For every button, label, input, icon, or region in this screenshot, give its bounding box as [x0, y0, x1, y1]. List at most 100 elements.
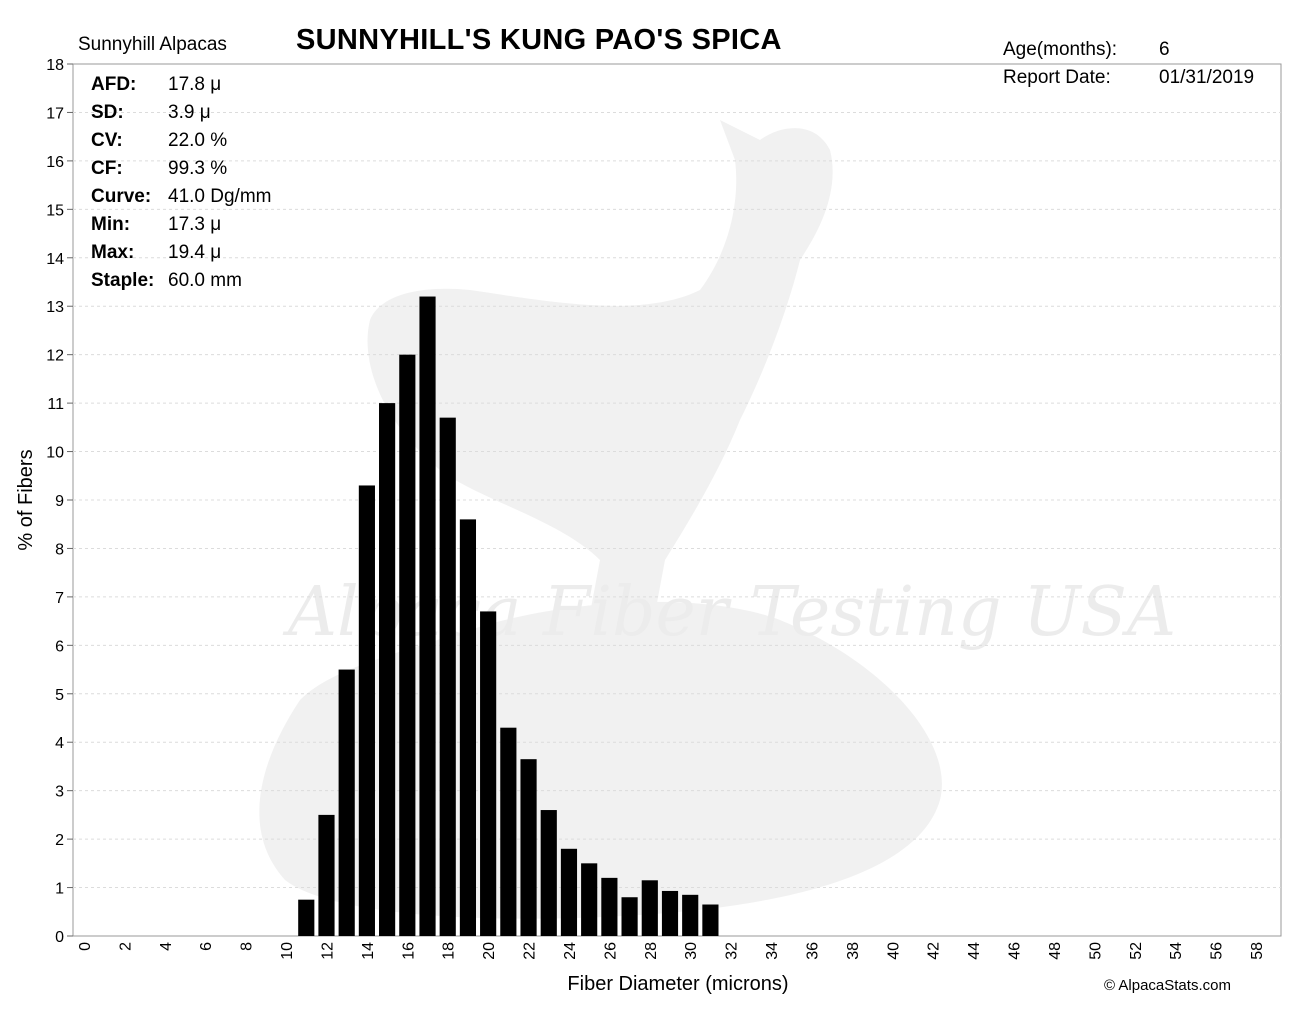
y-tick-label: 9 [55, 493, 64, 510]
page-title: SUNNYHILL'S KUNG PAO'S SPICA [296, 24, 782, 56]
bar-12 [318, 814, 335, 936]
stat-afd: AFD: 17.8 μ [91, 74, 271, 102]
y-tick-label: 14 [46, 251, 64, 268]
stat-label: Staple: [91, 270, 155, 291]
x-tick-label: 10 [279, 942, 296, 960]
x-tick-label: 54 [1168, 942, 1185, 960]
y-tick-label: 17 [46, 105, 64, 122]
x-tick-label: 38 [845, 942, 862, 960]
y-tick-label: 2 [55, 832, 64, 849]
x-axis-ticks: 0 2 4 6 8 10 12 14 16 18 20 22 24 26 28 30 32 34 36 38 40 42 4… [77, 942, 1266, 960]
y-tick-label: 15 [46, 202, 64, 219]
bar-27 [621, 897, 638, 936]
x-tick-label: 50 [1087, 942, 1104, 960]
x-tick-label: 48 [1047, 942, 1064, 960]
age-label: Age(months): [1003, 39, 1118, 60]
stat-value: 17.3 μ [168, 214, 222, 235]
x-tick-label: 26 [602, 942, 619, 960]
histogram-bars [298, 296, 719, 937]
stat-label: CV: [91, 130, 123, 151]
stat-value: 19.4 μ [168, 242, 222, 263]
bar-11 [298, 899, 315, 936]
age-value: 6 [1159, 39, 1170, 60]
x-tick-label: 44 [966, 942, 983, 960]
y-tick-label: 0 [55, 929, 64, 946]
bar-17 [419, 296, 436, 936]
fiber-stats-panel: AFD: 17.8 μ SD: 3.9 μ CV: 22.0 % CF: 99.… [91, 74, 271, 298]
stat-cv: CV: 22.0 % [91, 130, 271, 158]
y-axis-label: % of Fibers [15, 449, 37, 550]
bar-16 [399, 354, 416, 937]
x-tick-label: 12 [319, 942, 336, 960]
x-tick-label: 58 [1249, 942, 1266, 960]
stat-label: Max: [91, 242, 135, 263]
bar-19 [459, 519, 477, 936]
stat-label: CF: [91, 158, 123, 179]
bar-26 [601, 877, 618, 936]
stat-label: SD: [91, 102, 124, 123]
y-tick-label: 10 [46, 445, 64, 462]
x-tick-label: 18 [441, 942, 458, 960]
stat-min: Min: 17.3 μ [91, 214, 271, 242]
x-axis-label: Fiber Diameter (microns) [567, 973, 788, 995]
y-tick-label: 5 [55, 687, 64, 704]
x-tick-label: 32 [724, 942, 741, 960]
stat-value: 22.0 % [168, 130, 228, 151]
x-tick-label: 56 [1209, 942, 1226, 960]
farm-name: Sunnyhill Alpacas [78, 34, 227, 55]
stat-staple: Staple: 60.0 mm [91, 270, 271, 298]
x-tick-label: 4 [158, 942, 175, 951]
x-tick-label: 14 [360, 942, 377, 960]
x-tick-label: 6 [198, 942, 215, 951]
stat-label: AFD: [91, 74, 137, 95]
x-tick-label: 0 [77, 942, 94, 951]
stat-value: 41.0 Dg/mm [168, 186, 272, 207]
x-tick-label: 22 [522, 942, 539, 960]
stat-curve: Curve: 41.0 Dg/mm [91, 186, 271, 214]
x-tick-label: 16 [400, 942, 417, 960]
stat-label: Curve: [91, 186, 152, 207]
y-tick-label: 12 [46, 348, 64, 365]
x-tick-label: 34 [764, 942, 781, 960]
bar-25 [581, 863, 598, 936]
x-tick-label: 40 [885, 942, 902, 960]
x-tick-label: 36 [804, 942, 821, 960]
watermark-text: Alpaca Fiber Testing USA [282, 573, 1176, 652]
bar-30 [682, 894, 699, 936]
bar-23 [540, 810, 557, 936]
y-tick-label: 16 [46, 154, 64, 171]
x-tick-label: 20 [481, 942, 498, 960]
x-tick-label: 30 [683, 942, 700, 960]
y-tick-label: 6 [55, 638, 64, 655]
bar-31 [702, 904, 719, 936]
stat-value: 17.8 μ [168, 74, 222, 95]
bar-15 [379, 403, 396, 937]
stat-cf: CF: 99.3 % [91, 158, 271, 186]
y-tick-label: 18 [46, 57, 64, 74]
bar-18 [439, 417, 456, 937]
x-tick-label: 52 [1128, 942, 1145, 960]
x-tick-label: 8 [239, 942, 256, 951]
stat-max: Max: 19.4 μ [91, 242, 271, 270]
y-tick-label: 11 [47, 396, 64, 413]
y-tick-label: 7 [55, 590, 64, 607]
stat-value: 3.9 μ [168, 102, 211, 123]
stat-label: Min: [91, 214, 131, 235]
bar-13 [338, 669, 355, 936]
y-tick-label: 3 [55, 784, 64, 801]
y-tick-label: 4 [55, 735, 64, 752]
report-date-value: 01/31/2019 [1159, 67, 1255, 88]
stat-value: 99.3 % [168, 158, 228, 179]
x-tick-label: 2 [117, 942, 134, 951]
bar-22 [520, 759, 537, 936]
y-tick-label: 1 [55, 881, 64, 898]
bar-21 [500, 727, 517, 936]
bar-29 [661, 890, 679, 936]
bar-28 [641, 880, 658, 936]
x-tick-label: 42 [926, 942, 943, 960]
y-tick-label: 13 [46, 299, 64, 316]
stat-sd: SD: 3.9 μ [91, 102, 271, 130]
stat-value: 60.0 mm [168, 270, 242, 291]
